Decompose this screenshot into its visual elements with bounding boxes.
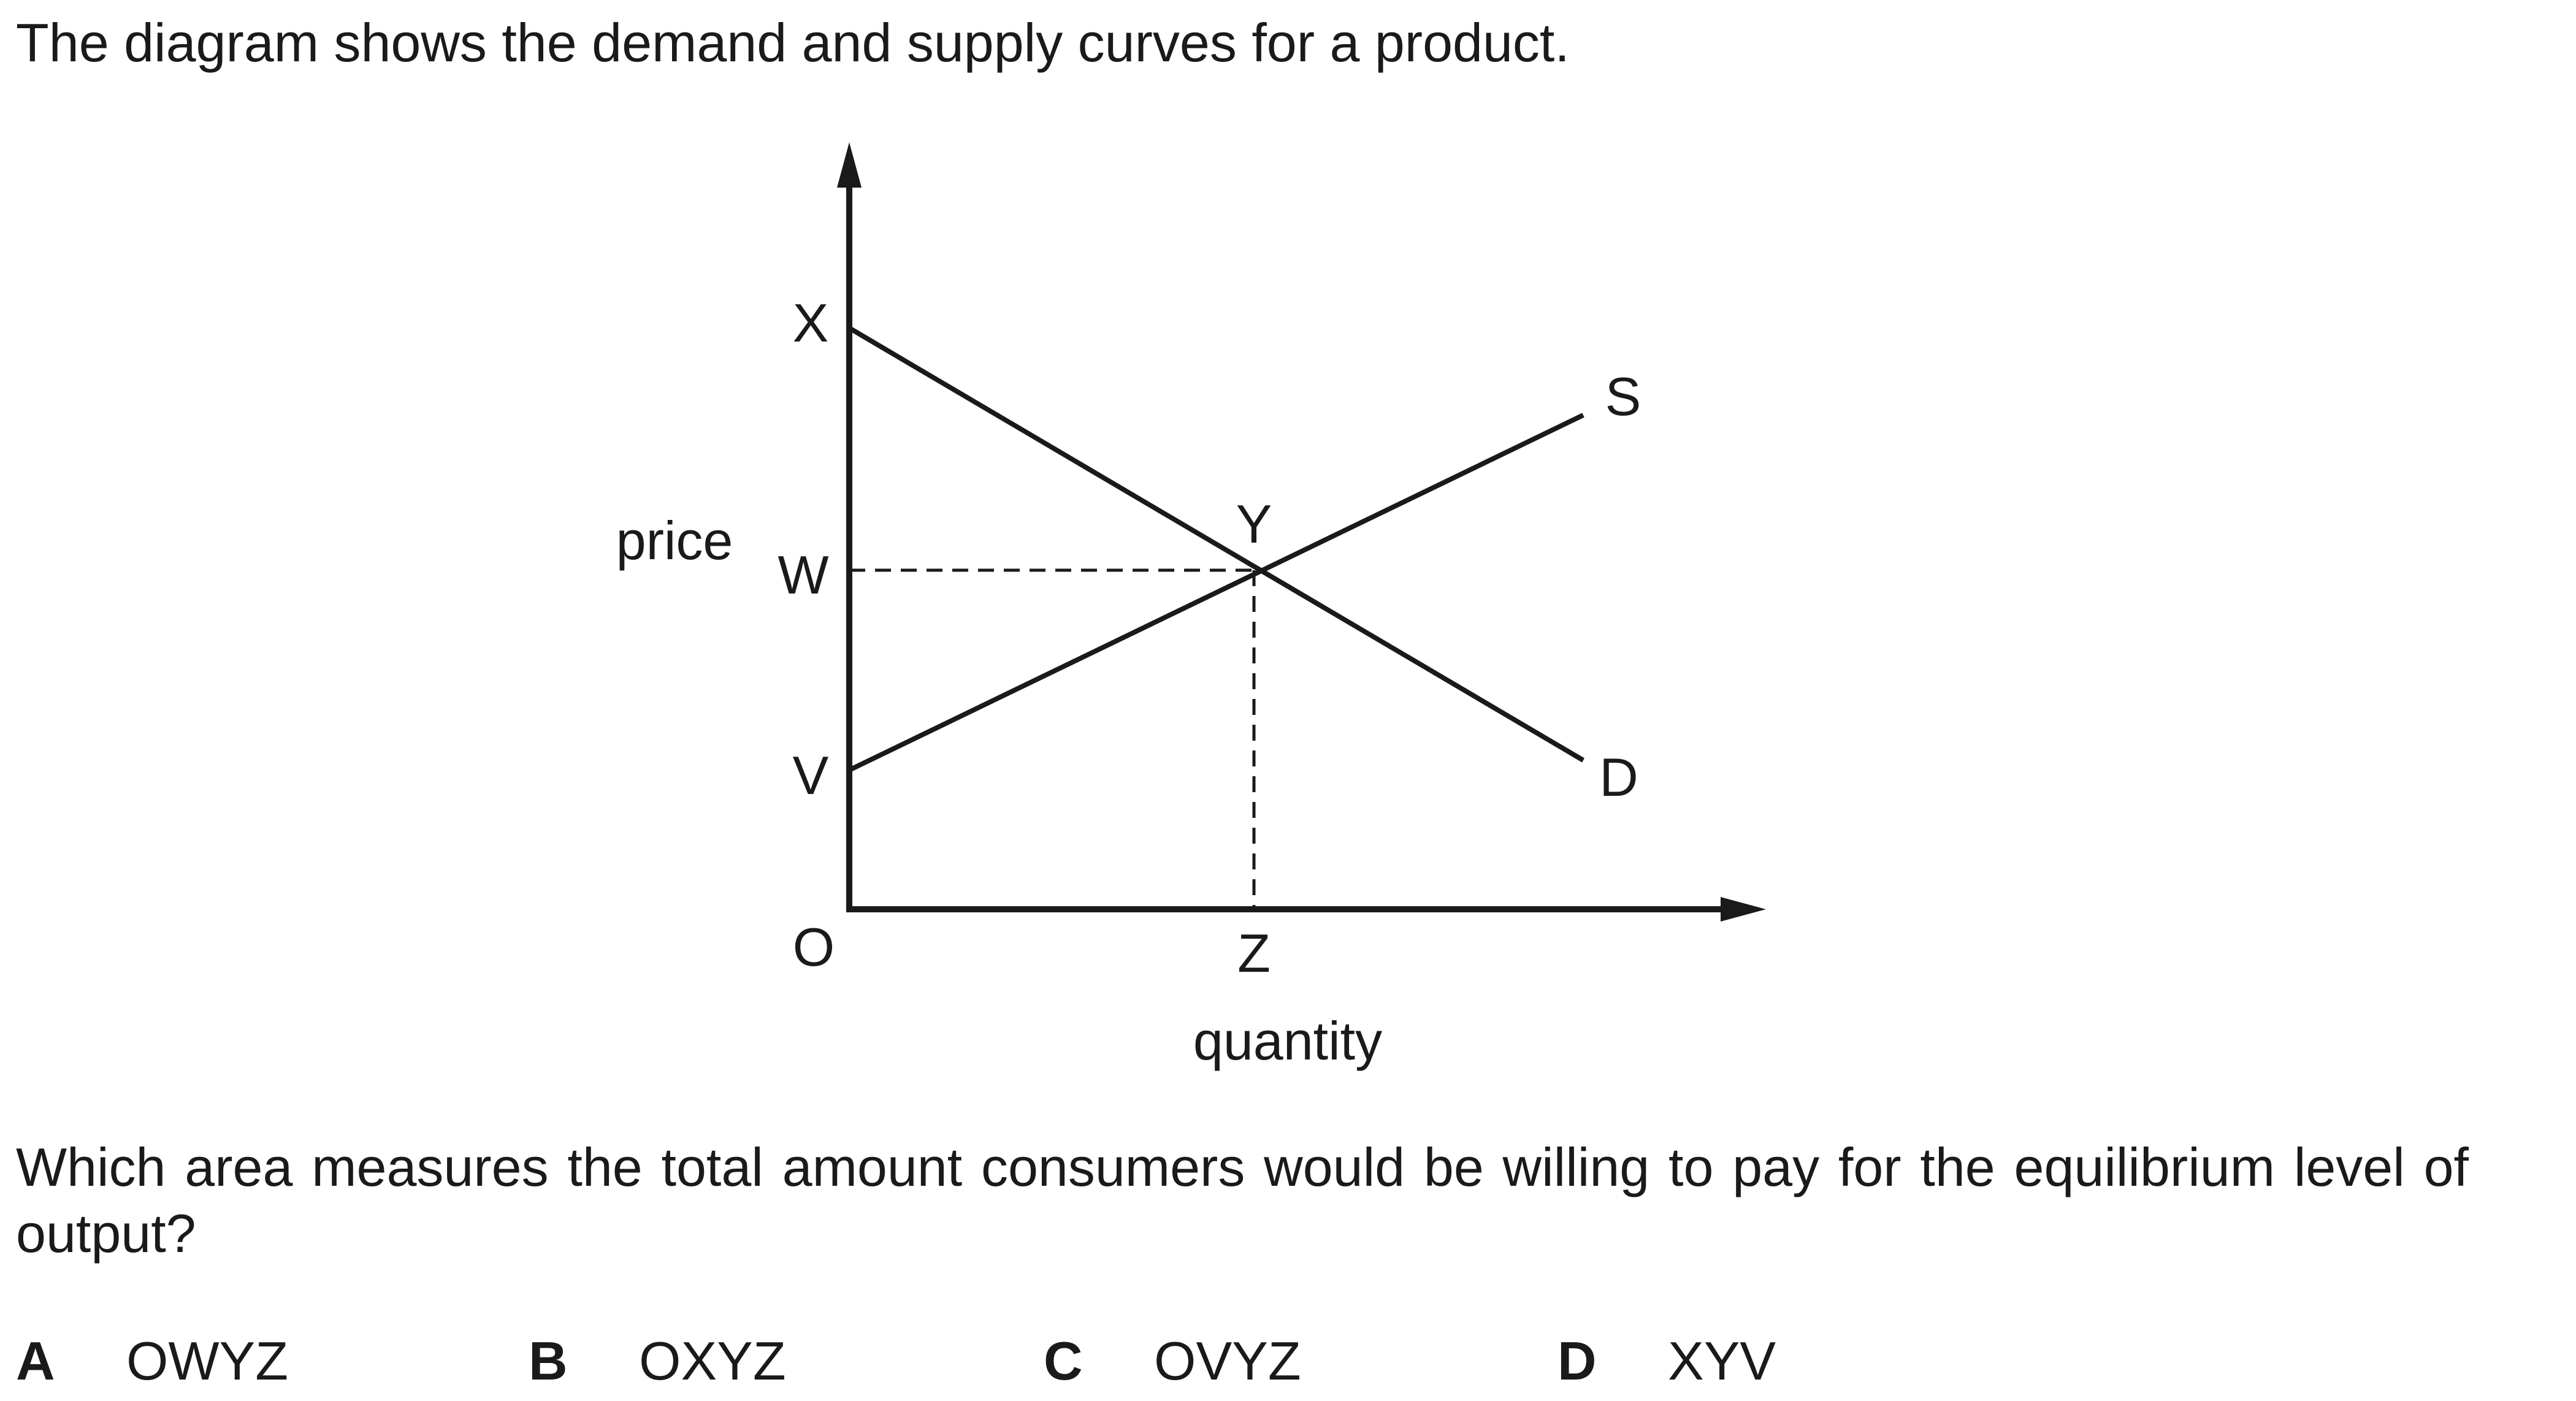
option-text: OVYZ: [1154, 1330, 1301, 1391]
point-v-label: V: [793, 745, 829, 806]
x-axis-arrow: [1721, 897, 1766, 922]
y-axis-arrow: [837, 142, 862, 188]
price-axis-label: price: [616, 510, 733, 571]
demand-label: D: [1599, 747, 1638, 807]
option-text: OWYZ: [126, 1330, 288, 1391]
origin-label: O: [793, 917, 835, 977]
question-text: Which area measures the total amount con…: [16, 1137, 2469, 1264]
option-text: XYV: [1668, 1330, 1776, 1391]
answer-options: A OWYZ B OXYZ C OVYZ D XYV: [0, 1324, 2576, 1398]
point-w-label: W: [778, 544, 828, 605]
demand-curve: [847, 326, 1585, 763]
point-z-label: Z: [1237, 923, 1271, 983]
intro-text: The diagram shows the demand and supply …: [16, 12, 1570, 73]
option-text: OXYZ: [639, 1330, 786, 1391]
option-a[interactable]: A OWYZ: [16, 1324, 288, 1398]
option-letter: B: [529, 1330, 568, 1391]
option-d[interactable]: D XYV: [1557, 1324, 1776, 1398]
option-letter: C: [1044, 1330, 1083, 1391]
point-x-label: X: [793, 292, 829, 353]
option-b[interactable]: B OXYZ: [529, 1324, 786, 1398]
point-y-label: Y: [1236, 494, 1272, 554]
option-letter: D: [1557, 1330, 1597, 1391]
quantity-axis-label: quantity: [1193, 1010, 1382, 1071]
option-letter: A: [16, 1330, 55, 1391]
supply-demand-diagram: price quantity O X W V Y Z S D: [616, 142, 1766, 1071]
option-c[interactable]: C OVYZ: [1044, 1324, 1301, 1398]
supply-curve: [848, 413, 1584, 773]
supply-label: S: [1605, 366, 1642, 427]
